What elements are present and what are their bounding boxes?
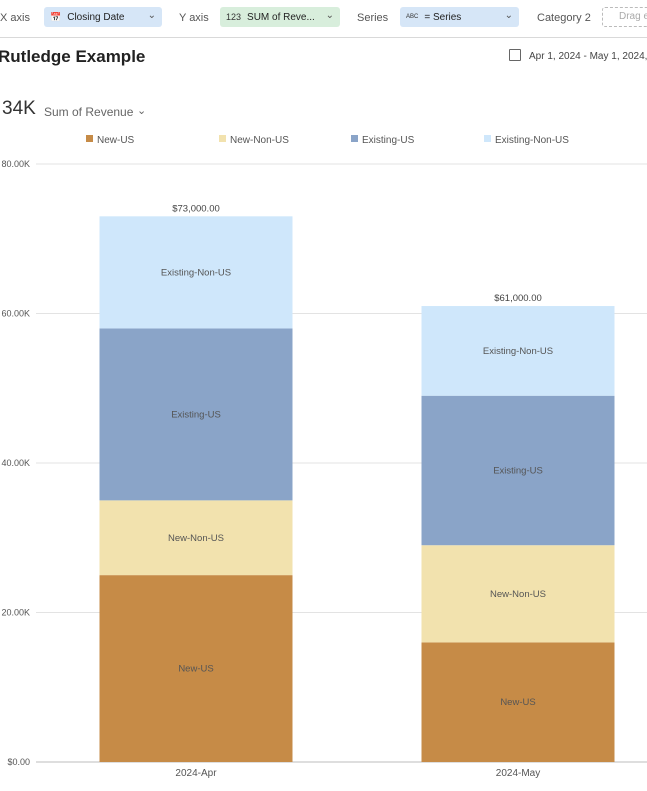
segment-label: New-Non-US xyxy=(490,589,546,600)
category2-label: Category 2 xyxy=(537,12,591,24)
legend-label: Existing-US xyxy=(362,135,415,146)
legend-label: Existing-Non-US xyxy=(495,135,569,146)
legend-label: New-Non-US xyxy=(230,135,289,146)
calendar-icon xyxy=(509,49,521,61)
category2-drop-zone[interactable]: Drag e xyxy=(602,7,647,27)
legend-swatch xyxy=(484,135,491,142)
number-type-icon: 123 xyxy=(226,12,242,22)
chevron-down-icon: ⌄ xyxy=(325,10,334,21)
date-range-text: Apr 1, 2024 - May 1, 2024, xyxy=(529,50,647,62)
series-field-chip[interactable]: ABC = Series ⌄ xyxy=(400,7,519,27)
y-tick-label: 20.00K xyxy=(1,608,30,618)
text-type-icon: ABC xyxy=(406,14,419,20)
series-field-name: = Series xyxy=(424,11,462,23)
chevron-down-icon: ⌄ xyxy=(504,10,513,21)
metric-selector[interactable]: Sum of Revenue xyxy=(44,105,134,119)
segment-label: Existing-US xyxy=(493,465,543,476)
bar-segment xyxy=(99,216,293,329)
segment-label: Existing-Non-US xyxy=(483,346,553,357)
chevron-down-icon: ⌄ xyxy=(147,10,156,21)
legend-label: New-US xyxy=(97,135,135,146)
bar-segment xyxy=(421,395,615,546)
y-axis-field-chip[interactable]: 123 SUM of Reve... ⌄ xyxy=(220,7,340,27)
report-title: Rutledge Example xyxy=(0,47,146,66)
total-label: $61,000.00 xyxy=(494,293,542,304)
segment-label: New-US xyxy=(178,664,213,675)
x-axis-field-chip[interactable]: 📅 Closing Date ⌄ xyxy=(44,7,162,27)
chart-config-toolbar: X axis 📅 Closing Date ⌄ Y axis 123 SUM o… xyxy=(0,0,647,38)
y-tick-label: 80.00K xyxy=(1,159,30,169)
y-tick-label: 60.00K xyxy=(1,309,30,319)
legend-swatch xyxy=(86,135,93,142)
total-label: $73,000.00 xyxy=(172,203,220,214)
segment-label: Existing-US xyxy=(171,409,221,420)
bar-segment xyxy=(99,575,293,762)
chevron-down-icon[interactable]: ⌄ xyxy=(137,105,147,117)
bar-segment xyxy=(421,545,615,643)
segment-label: Existing-Non-US xyxy=(161,267,231,278)
series-label: Series xyxy=(357,12,389,24)
x-axis-field-name: Closing Date xyxy=(67,11,125,23)
metric-value: 34K xyxy=(2,98,36,119)
legend-swatch xyxy=(351,135,358,142)
segment-label: New-Non-US xyxy=(168,533,224,544)
y-axis-label: Y axis xyxy=(179,12,209,24)
legend-swatch xyxy=(219,135,226,142)
date-range-filter[interactable]: Apr 1, 2024 - May 1, 2024, xyxy=(509,49,647,62)
y-tick-label: 40.00K xyxy=(1,458,30,468)
x-tick-label: 2024-May xyxy=(496,768,540,779)
y-axis-field-name: SUM of Reve... xyxy=(247,11,315,23)
bar-segment xyxy=(99,500,293,576)
y-tick-label: $0.00 xyxy=(7,757,30,767)
bar-segment xyxy=(99,328,293,501)
bar-segment xyxy=(421,642,615,762)
x-tick-label: 2024-Apr xyxy=(175,768,217,779)
segment-label: New-US xyxy=(500,697,535,708)
x-axis-label: X axis xyxy=(0,12,30,24)
bar-segment xyxy=(421,306,615,396)
calendar-icon: 📅 xyxy=(50,11,62,22)
